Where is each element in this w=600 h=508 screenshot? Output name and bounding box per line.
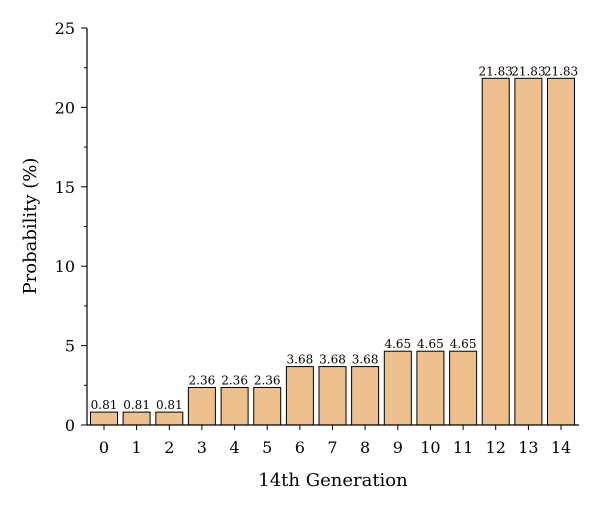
x-tick-label-6: 6 <box>295 438 305 457</box>
y-ticks-group: 0 5 10 15 20 25 <box>55 19 87 435</box>
data-label-2: 0.81 <box>156 398 183 412</box>
y-tick-label-0: 0 <box>65 416 75 435</box>
bar-14 <box>547 77 575 426</box>
bar-2 <box>155 411 184 426</box>
bars-group <box>90 77 575 426</box>
data-label-5: 2.36 <box>254 374 281 388</box>
x-tick-label-5: 5 <box>262 438 272 457</box>
data-label-4: 2.36 <box>221 374 248 388</box>
data-label-13: 21.83 <box>511 64 545 78</box>
data-label-7: 3.68 <box>319 353 346 367</box>
data-label-8: 3.68 <box>352 353 379 367</box>
x-tick-label-3: 3 <box>197 438 207 457</box>
x-ticks-group: 0 1 2 3 4 5 6 7 8 9 10 11 12 13 14 <box>99 425 571 457</box>
y-tick-label-15: 15 <box>55 178 75 197</box>
x-tick-label-1: 1 <box>132 438 142 457</box>
x-tick-label-4: 4 <box>230 438 240 457</box>
y-tick-label-5: 5 <box>65 337 75 356</box>
x-tick-label-10: 10 <box>420 438 440 457</box>
bar-5 <box>253 387 282 426</box>
bar-10 <box>416 350 445 426</box>
bar-13 <box>514 77 543 426</box>
data-label-14: 21.83 <box>544 64 578 78</box>
data-label-6: 3.68 <box>287 353 314 367</box>
x-tick-label-14: 14 <box>551 438 571 457</box>
bar-12 <box>481 77 510 426</box>
x-tick-label-0: 0 <box>99 438 109 457</box>
bar-3 <box>187 387 216 426</box>
bar-6 <box>285 366 314 426</box>
data-label-10: 4.65 <box>417 337 444 351</box>
bar-8 <box>351 366 380 426</box>
x-tick-label-12: 12 <box>486 438 506 457</box>
x-tick-label-7: 7 <box>327 438 337 457</box>
y-tick-label-10: 10 <box>55 257 75 276</box>
x-tick-label-8: 8 <box>360 438 370 457</box>
y-tick-label-25: 25 <box>55 19 75 38</box>
data-label-1: 0.81 <box>123 398 150 412</box>
data-label-11: 4.65 <box>450 337 477 351</box>
data-label-12: 21.83 <box>479 64 513 78</box>
x-axis-title: 14th Generation <box>258 470 408 491</box>
data-label-3: 2.36 <box>189 374 216 388</box>
data-labels-group: 0.81 0.81 0.81 2.36 2.36 2.36 3.68 3.68 3.68 4.65… <box>91 64 579 412</box>
x-tick-label-11: 11 <box>453 438 473 457</box>
y-tick-label-20: 20 <box>55 98 75 117</box>
bar-7 <box>318 366 347 426</box>
x-tick-label-9: 9 <box>393 438 403 457</box>
bar-1 <box>122 411 151 426</box>
bar-9 <box>383 350 412 426</box>
bar-0 <box>90 411 118 426</box>
y-axis-title: Probability (%) <box>20 158 41 295</box>
data-label-0: 0.81 <box>91 398 118 412</box>
x-tick-label-13: 13 <box>518 438 538 457</box>
bar-11 <box>449 350 478 426</box>
bar-4 <box>220 387 249 426</box>
data-label-9: 4.65 <box>384 337 411 351</box>
x-tick-label-2: 2 <box>164 438 174 457</box>
